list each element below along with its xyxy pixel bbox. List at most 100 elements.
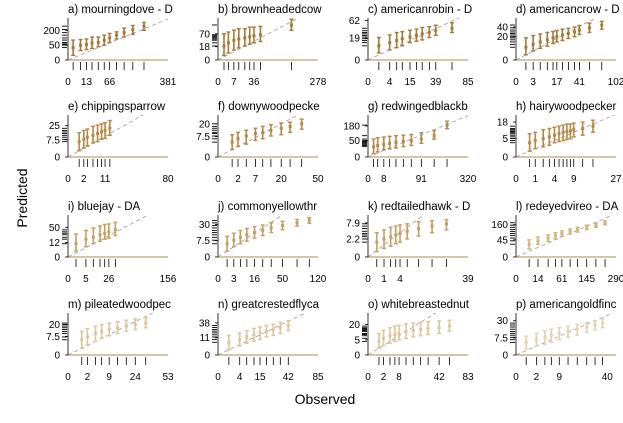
panel-12: m) pileatedwoodpec 0 7.520 0 2 9 24 53 (46, 299, 174, 383)
data-point (394, 140, 398, 144)
y-tick-label: 0 (204, 253, 210, 264)
data-point (237, 37, 241, 41)
x-axis-label: Observed (295, 391, 356, 407)
data-point (401, 139, 405, 143)
data-point (388, 141, 392, 145)
x-tick-label: 36 (248, 77, 260, 88)
data-point (419, 328, 423, 332)
x-tick-label: 39 (430, 77, 442, 88)
data-point (397, 331, 401, 335)
y-tick-label: 0 (502, 253, 508, 264)
x-tick-label: 2 (85, 372, 91, 383)
x-tick-label: 83 (462, 372, 474, 383)
data-point (409, 139, 413, 143)
x-tick-label: 120 (310, 274, 327, 285)
y-tick-label: 70 (199, 29, 211, 40)
y-tick-label: 160 (491, 220, 508, 231)
x-tick-label: 381 (160, 77, 177, 88)
data-point (585, 325, 589, 329)
data-point (552, 133, 556, 137)
data-point (238, 337, 242, 341)
x-tick-label: 26 (103, 274, 115, 285)
data-point (577, 28, 581, 32)
x-tick-label: 320 (460, 174, 477, 185)
data-point (74, 242, 78, 246)
y-tick-label: 0 (54, 351, 60, 362)
data-point (405, 229, 409, 233)
data-point (600, 23, 604, 27)
data-point (244, 134, 248, 138)
panel-0: a) mourningdove - D 0 50 200 0 13 66 381 (43, 4, 176, 88)
y-tick-label: 18 (497, 118, 509, 129)
data-point (103, 128, 107, 132)
y-tick-label: 45 (497, 235, 509, 246)
y-tick-label: 7.9 (346, 218, 360, 229)
data-point (288, 124, 292, 128)
data-point (430, 224, 434, 228)
identity-line (217, 214, 283, 258)
data-point (295, 221, 299, 225)
y-tick-label: 7.5 (494, 333, 508, 344)
x-tick-label: 4 (552, 174, 558, 185)
data-point (432, 134, 436, 138)
x-tick-label: 3 (530, 77, 536, 88)
data-point (382, 142, 386, 146)
y-tick-label: 40 (497, 23, 509, 34)
data-point (408, 35, 412, 39)
panel-5: f) downywoodpecke 0 7.5 20 0 2 7 20 50 (196, 101, 324, 185)
data-point (90, 41, 94, 45)
data-point (557, 132, 561, 136)
panel-title: h) hairywoodpecker (516, 101, 617, 113)
data-point (71, 46, 75, 50)
x-tick-label: 8 (396, 372, 402, 383)
x-tick-label: 4 (237, 372, 243, 383)
x-tick-label: 8 (381, 174, 387, 185)
identity-line (217, 114, 299, 158)
data-point (420, 32, 424, 36)
y-axis-label: Predicted (14, 168, 30, 227)
data-point (300, 122, 304, 126)
data-point (269, 128, 273, 132)
data-point (585, 225, 589, 229)
data-point (248, 35, 252, 39)
data-point (417, 227, 421, 231)
data-point (252, 333, 256, 337)
data-point (587, 26, 591, 30)
x-tick-label: 0 (365, 77, 371, 88)
y-tick-label: 0 (502, 153, 508, 164)
data-point (575, 327, 579, 331)
data-point (601, 321, 605, 325)
x-tick-label: 11 (100, 174, 111, 185)
data-point (116, 326, 120, 330)
panel-15: p) americangoldfinc 0 7.5 30 0 2 9 40 (494, 299, 617, 383)
data-point (394, 233, 398, 237)
data-point (79, 43, 83, 47)
data-point (85, 335, 89, 339)
y-tick-label: 20 (49, 320, 61, 331)
y-tick-label: 0 (354, 153, 360, 164)
data-point (375, 240, 379, 244)
data-point (271, 327, 275, 331)
data-point (279, 126, 283, 130)
data-point (103, 231, 107, 235)
x-tick-label: 14 (532, 274, 544, 285)
data-point (555, 35, 559, 39)
panel-title: i) bluejay - DA (68, 201, 141, 213)
data-point (142, 24, 146, 28)
data-point (528, 141, 532, 145)
data-point (144, 321, 148, 325)
x-tick-label: 2 (534, 372, 540, 383)
data-point (286, 324, 290, 328)
panel-7: h) hairywoodpecker 0 5 18 0 1 4 9 27 (497, 101, 622, 185)
y-tick-label: 7.5 (196, 236, 210, 247)
data-point (96, 132, 100, 136)
identity-line (217, 17, 299, 61)
identity-line (515, 17, 597, 61)
panel-title: a) mourningdove - D (68, 4, 173, 16)
y-tick-label: 5 (502, 134, 508, 145)
y-tick-label: 50 (349, 136, 361, 147)
x-tick-label: 9 (571, 174, 577, 185)
data-point (222, 44, 226, 48)
